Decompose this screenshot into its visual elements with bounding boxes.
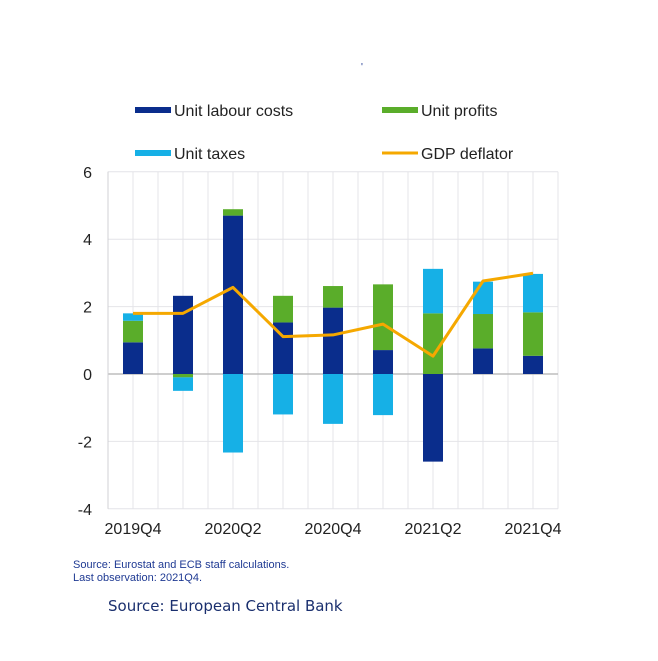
bar-unit-taxes [423, 268, 443, 314]
legend-swatch [382, 107, 418, 113]
y-tick-label: 0 [83, 367, 92, 384]
bar-unit-labour-costs [473, 348, 493, 374]
y-axis: -4 -2 0 2 4 6 [78, 165, 92, 519]
bar-unit-taxes [473, 281, 493, 315]
bar-unit-labour-costs [223, 215, 243, 374]
bar-unit-labour-costs [423, 374, 443, 462]
bar-unit-labour-costs [123, 342, 143, 374]
legend-swatch [135, 150, 171, 156]
bar-unit-labour-costs [323, 307, 343, 374]
bar-unit-taxes [373, 374, 393, 416]
last-observation-note: Last observation: 2021Q4. [73, 572, 203, 584]
attribution: Source: European Central Bank [108, 597, 343, 615]
legend-label: Unit profits [421, 103, 497, 120]
bar-unit-labour-costs [523, 355, 543, 374]
bar-unit-profits [123, 320, 143, 343]
bar-unit-taxes [523, 273, 543, 313]
deflator-line-group [132, 271, 534, 358]
bar-unit-profits [373, 284, 393, 351]
y-tick-label: 6 [83, 165, 92, 182]
bar-unit-taxes [223, 374, 243, 453]
bar-unit-taxes [173, 377, 193, 391]
bar-unit-profits [273, 295, 293, 323]
stray-mark: ' [361, 62, 363, 73]
legend-swatch [135, 107, 171, 113]
legend-swatch [382, 151, 418, 155]
legend: Unit labour costs Unit profits Unit taxes G… [135, 103, 514, 163]
x-tick-label: 2021Q2 [405, 521, 462, 538]
source-note: Source: Eurostat and ECB staff calculati… [73, 559, 290, 571]
bar-unit-taxes [273, 374, 293, 415]
x-tick-label: 2019Q4 [105, 521, 162, 538]
x-tick-label: 2020Q2 [205, 521, 262, 538]
bar-unit-profits [323, 286, 343, 308]
bar-unit-profits [523, 312, 543, 356]
bar-unit-labour-costs [373, 350, 393, 374]
bars [123, 209, 543, 462]
bar-unit-taxes [323, 374, 343, 424]
y-tick-label: 4 [83, 232, 92, 249]
bar-unit-profits [223, 209, 243, 216]
legend-label: GDP deflator [421, 146, 514, 163]
x-tick-label: 2021Q4 [505, 521, 562, 538]
bar-unit-labour-costs [173, 295, 193, 374]
bar-unit-taxes [123, 313, 143, 321]
x-tick-label: 2020Q4 [305, 521, 362, 538]
y-tick-label: -4 [78, 502, 92, 519]
legend-label: Unit taxes [174, 146, 245, 163]
y-tick-label: 2 [83, 300, 92, 317]
y-tick-label: -2 [78, 434, 92, 451]
bar-unit-profits [423, 313, 443, 374]
legend-label: Unit labour costs [174, 103, 293, 120]
bar-unit-profits [473, 314, 493, 349]
bar-unit-profits [173, 374, 193, 378]
x-axis: 2019Q4 2020Q2 2020Q4 2021Q2 2021Q4 [105, 521, 562, 538]
